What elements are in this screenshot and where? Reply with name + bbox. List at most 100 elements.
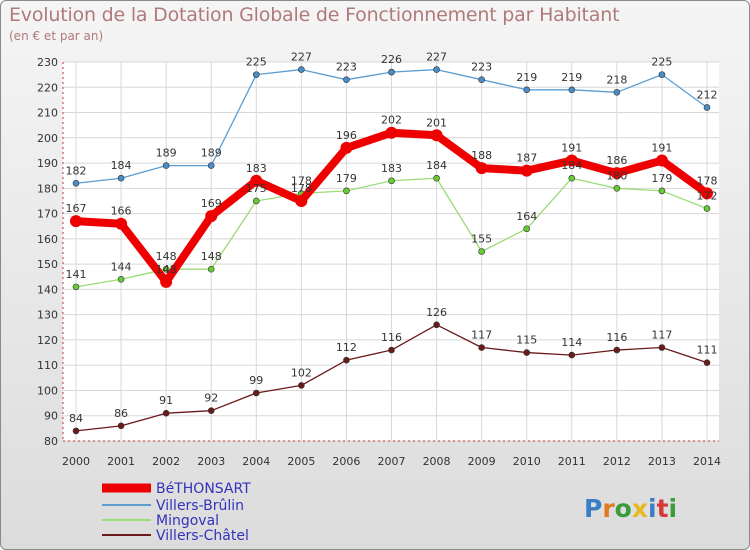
- y-tick-label: 130: [37, 309, 58, 322]
- data-label: 218: [606, 73, 627, 86]
- data-label: 116: [606, 331, 627, 344]
- data-point: [658, 187, 666, 195]
- data-point: [252, 389, 260, 397]
- y-tick-label: 170: [37, 208, 58, 221]
- y-tick-label: 160: [37, 233, 58, 246]
- data-point: [162, 162, 170, 169]
- y-tick-label: 100: [37, 384, 58, 397]
- data-label: 183: [381, 162, 402, 175]
- data-label: 184: [426, 159, 447, 172]
- data-point: [207, 407, 215, 414]
- data-label: 84: [69, 412, 83, 425]
- data-point: [70, 215, 82, 228]
- data-label: 175: [246, 182, 267, 195]
- x-tick-label: 2007: [378, 455, 406, 468]
- data-point: [568, 174, 576, 182]
- data-point: [520, 164, 533, 177]
- data-label: 169: [201, 197, 222, 210]
- data-label: 114: [561, 336, 582, 349]
- x-tick-label: 2006: [332, 455, 360, 468]
- data-label: 183: [246, 162, 267, 175]
- data-point: [388, 346, 395, 354]
- data-point: [252, 71, 260, 78]
- y-tick-label: 150: [37, 258, 58, 271]
- y-tick-label: 230: [37, 56, 58, 69]
- y-tick-label: 80: [44, 435, 58, 448]
- data-label: 112: [336, 341, 357, 354]
- data-point: [343, 356, 350, 364]
- data-label: 196: [336, 129, 357, 142]
- legend-label: Villers-Brûlin: [156, 498, 244, 514]
- data-point: [340, 141, 353, 154]
- data-point: [475, 162, 488, 175]
- y-tick-label: 190: [37, 157, 58, 170]
- data-point: [72, 179, 80, 187]
- legend-label: Villers-Châtel: [156, 528, 249, 544]
- data-point: [343, 76, 350, 83]
- data-point: [250, 174, 263, 187]
- data-point: [72, 283, 80, 291]
- data-label: 126: [426, 306, 447, 319]
- data-point: [433, 321, 440, 329]
- data-label: 226: [381, 53, 402, 66]
- data-point: [568, 86, 576, 94]
- x-tick-label: 2009: [468, 455, 496, 468]
- data-label: 225: [651, 56, 672, 69]
- data-label: 164: [516, 210, 537, 223]
- proxiti-logo: Proxiti: [584, 494, 677, 523]
- data-label: 182: [66, 164, 87, 177]
- data-label: 180: [606, 169, 627, 182]
- x-tick-label: 2012: [603, 455, 631, 468]
- data-point: [703, 104, 711, 111]
- data-point: [523, 86, 531, 94]
- data-point: [613, 346, 621, 354]
- data-label: 167: [66, 202, 87, 215]
- x-tick-label: 2011: [558, 455, 586, 468]
- data-point: [388, 68, 395, 76]
- data-point: [207, 162, 215, 169]
- data-point: [478, 76, 485, 83]
- x-tick-label: 2000: [62, 455, 90, 468]
- data-label: 141: [66, 268, 87, 281]
- data-label: 179: [336, 172, 357, 185]
- data-label: 148: [156, 250, 177, 263]
- data-label: 186: [606, 154, 627, 167]
- chart-title: Evolution de la Dotation Globale de Fonc…: [9, 4, 620, 26]
- data-label: 191: [561, 142, 582, 155]
- data-point: [658, 344, 666, 351]
- data-point: [115, 217, 128, 230]
- data-label: 202: [381, 114, 402, 127]
- data-label: 212: [697, 88, 718, 101]
- data-point: [117, 422, 125, 430]
- data-label: 184: [111, 159, 132, 172]
- data-label: 92: [204, 392, 218, 405]
- data-point: [430, 129, 443, 142]
- data-label: 178: [697, 174, 718, 187]
- x-tick-label: 2014: [693, 455, 721, 468]
- data-label: 223: [336, 61, 357, 74]
- logo-letter: t: [656, 494, 669, 523]
- data-point: [655, 154, 668, 167]
- x-tick-label: 2004: [242, 455, 270, 468]
- data-label: 178: [291, 182, 312, 195]
- data-label: 191: [651, 142, 672, 155]
- y-tick-label: 110: [37, 359, 58, 372]
- data-label: 91: [159, 394, 173, 407]
- data-label: 155: [471, 233, 492, 246]
- data-label: 184: [561, 159, 582, 172]
- data-point: [703, 205, 711, 212]
- data-point: [385, 126, 398, 139]
- data-label: 148: [201, 250, 222, 263]
- data-label: 189: [156, 147, 177, 160]
- data-point: [160, 275, 173, 288]
- data-label: 189: [201, 147, 222, 160]
- data-point: [478, 248, 485, 255]
- logo-letter: r: [602, 494, 615, 523]
- data-point: [703, 359, 711, 366]
- x-tick-label: 2010: [513, 455, 541, 468]
- data-label: 219: [561, 71, 582, 84]
- legend-label: BéTHONSART: [156, 481, 251, 497]
- y-tick-label: 220: [37, 81, 58, 94]
- data-label: 115: [516, 334, 537, 347]
- logo-letter: x: [631, 494, 648, 523]
